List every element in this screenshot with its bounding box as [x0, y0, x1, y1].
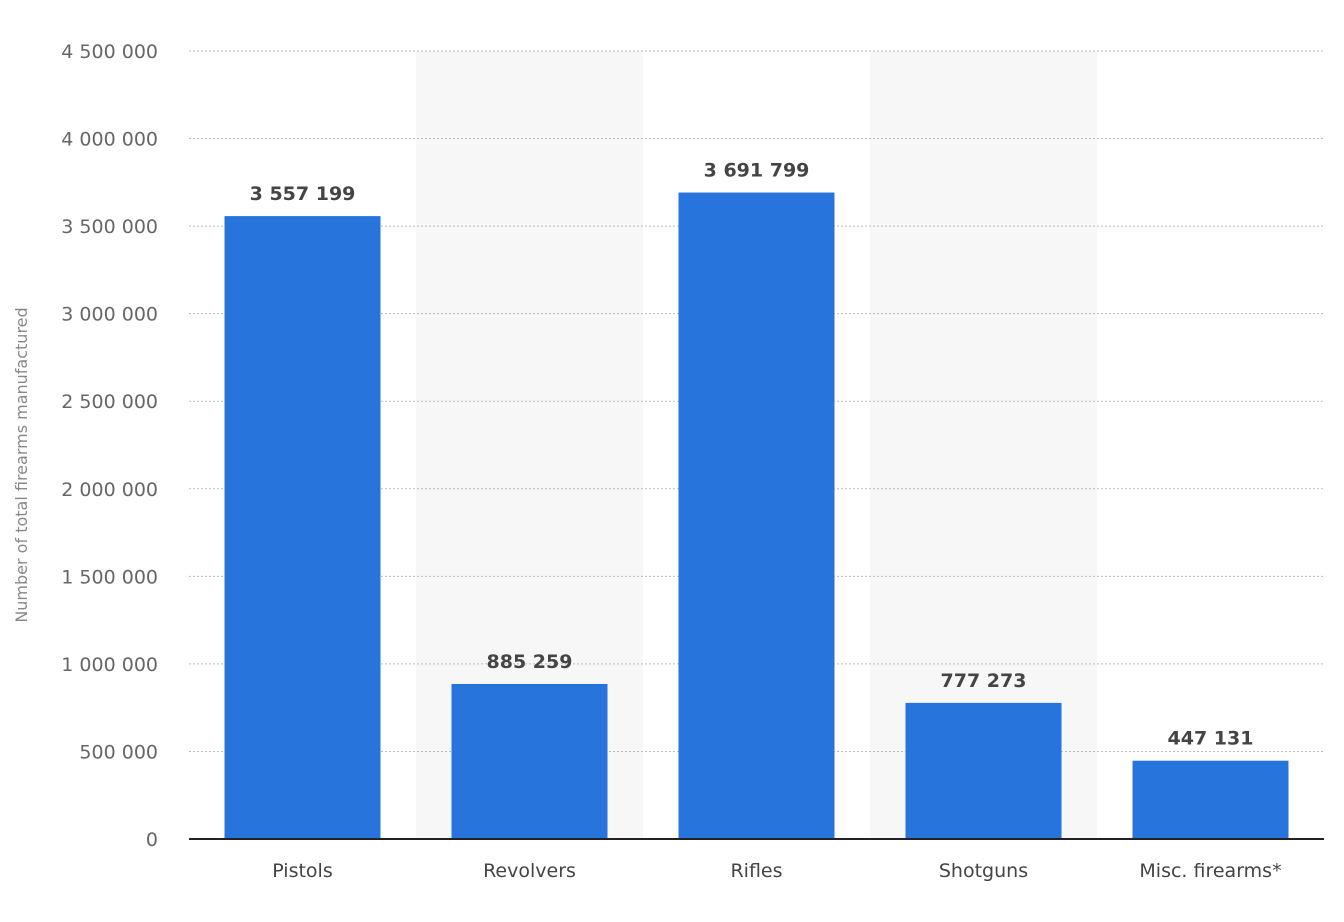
x-tick-label: Shotguns [939, 860, 1028, 882]
data-label: 3 691 799 [704, 160, 810, 182]
y-tick-label: 3 000 000 [61, 304, 158, 326]
bar [451, 683, 608, 839]
data-label: 3 557 199 [250, 183, 356, 205]
y-tick-label: 4 500 000 [61, 41, 158, 63]
bar [224, 216, 381, 840]
y-tick-label: 2 500 000 [61, 391, 158, 413]
bar [905, 702, 1062, 839]
bar [1132, 760, 1289, 839]
y-tick-label: 4 000 000 [61, 129, 158, 151]
bar [678, 192, 835, 840]
y-tick-label: 3 500 000 [61, 216, 158, 238]
x-tick-label: Revolvers [483, 860, 576, 882]
x-tick-label: Pistols [272, 860, 332, 882]
data-label: 885 259 [487, 651, 573, 673]
y-tick-label: 2 000 000 [61, 479, 158, 501]
x-tick-label: Misc. firearms* [1139, 860, 1281, 882]
y-axis-label: Number of total firearms manufactured [12, 307, 31, 622]
bars [224, 192, 1289, 840]
x-tick-label: Rifles [730, 860, 782, 882]
y-tick-label: 0 [146, 829, 158, 851]
y-tick-label: 1 500 000 [61, 566, 158, 588]
data-label: 447 131 [1168, 728, 1254, 750]
data-labels: 3 557 199 885 259 3 691 799 777 273 447 131 [250, 160, 1254, 750]
y-tick-label: 1 000 000 [61, 654, 158, 676]
y-tick-label: 500 000 [79, 741, 158, 763]
x-axis-categories: Pistols Revolvers Rifles Shotguns Misc. fire… [272, 860, 1281, 882]
y-axis-ticks: 0 500 000 1 000 000 1 500 000 2 000 000 2 500… [61, 41, 158, 851]
data-label: 777 273 [941, 670, 1027, 692]
